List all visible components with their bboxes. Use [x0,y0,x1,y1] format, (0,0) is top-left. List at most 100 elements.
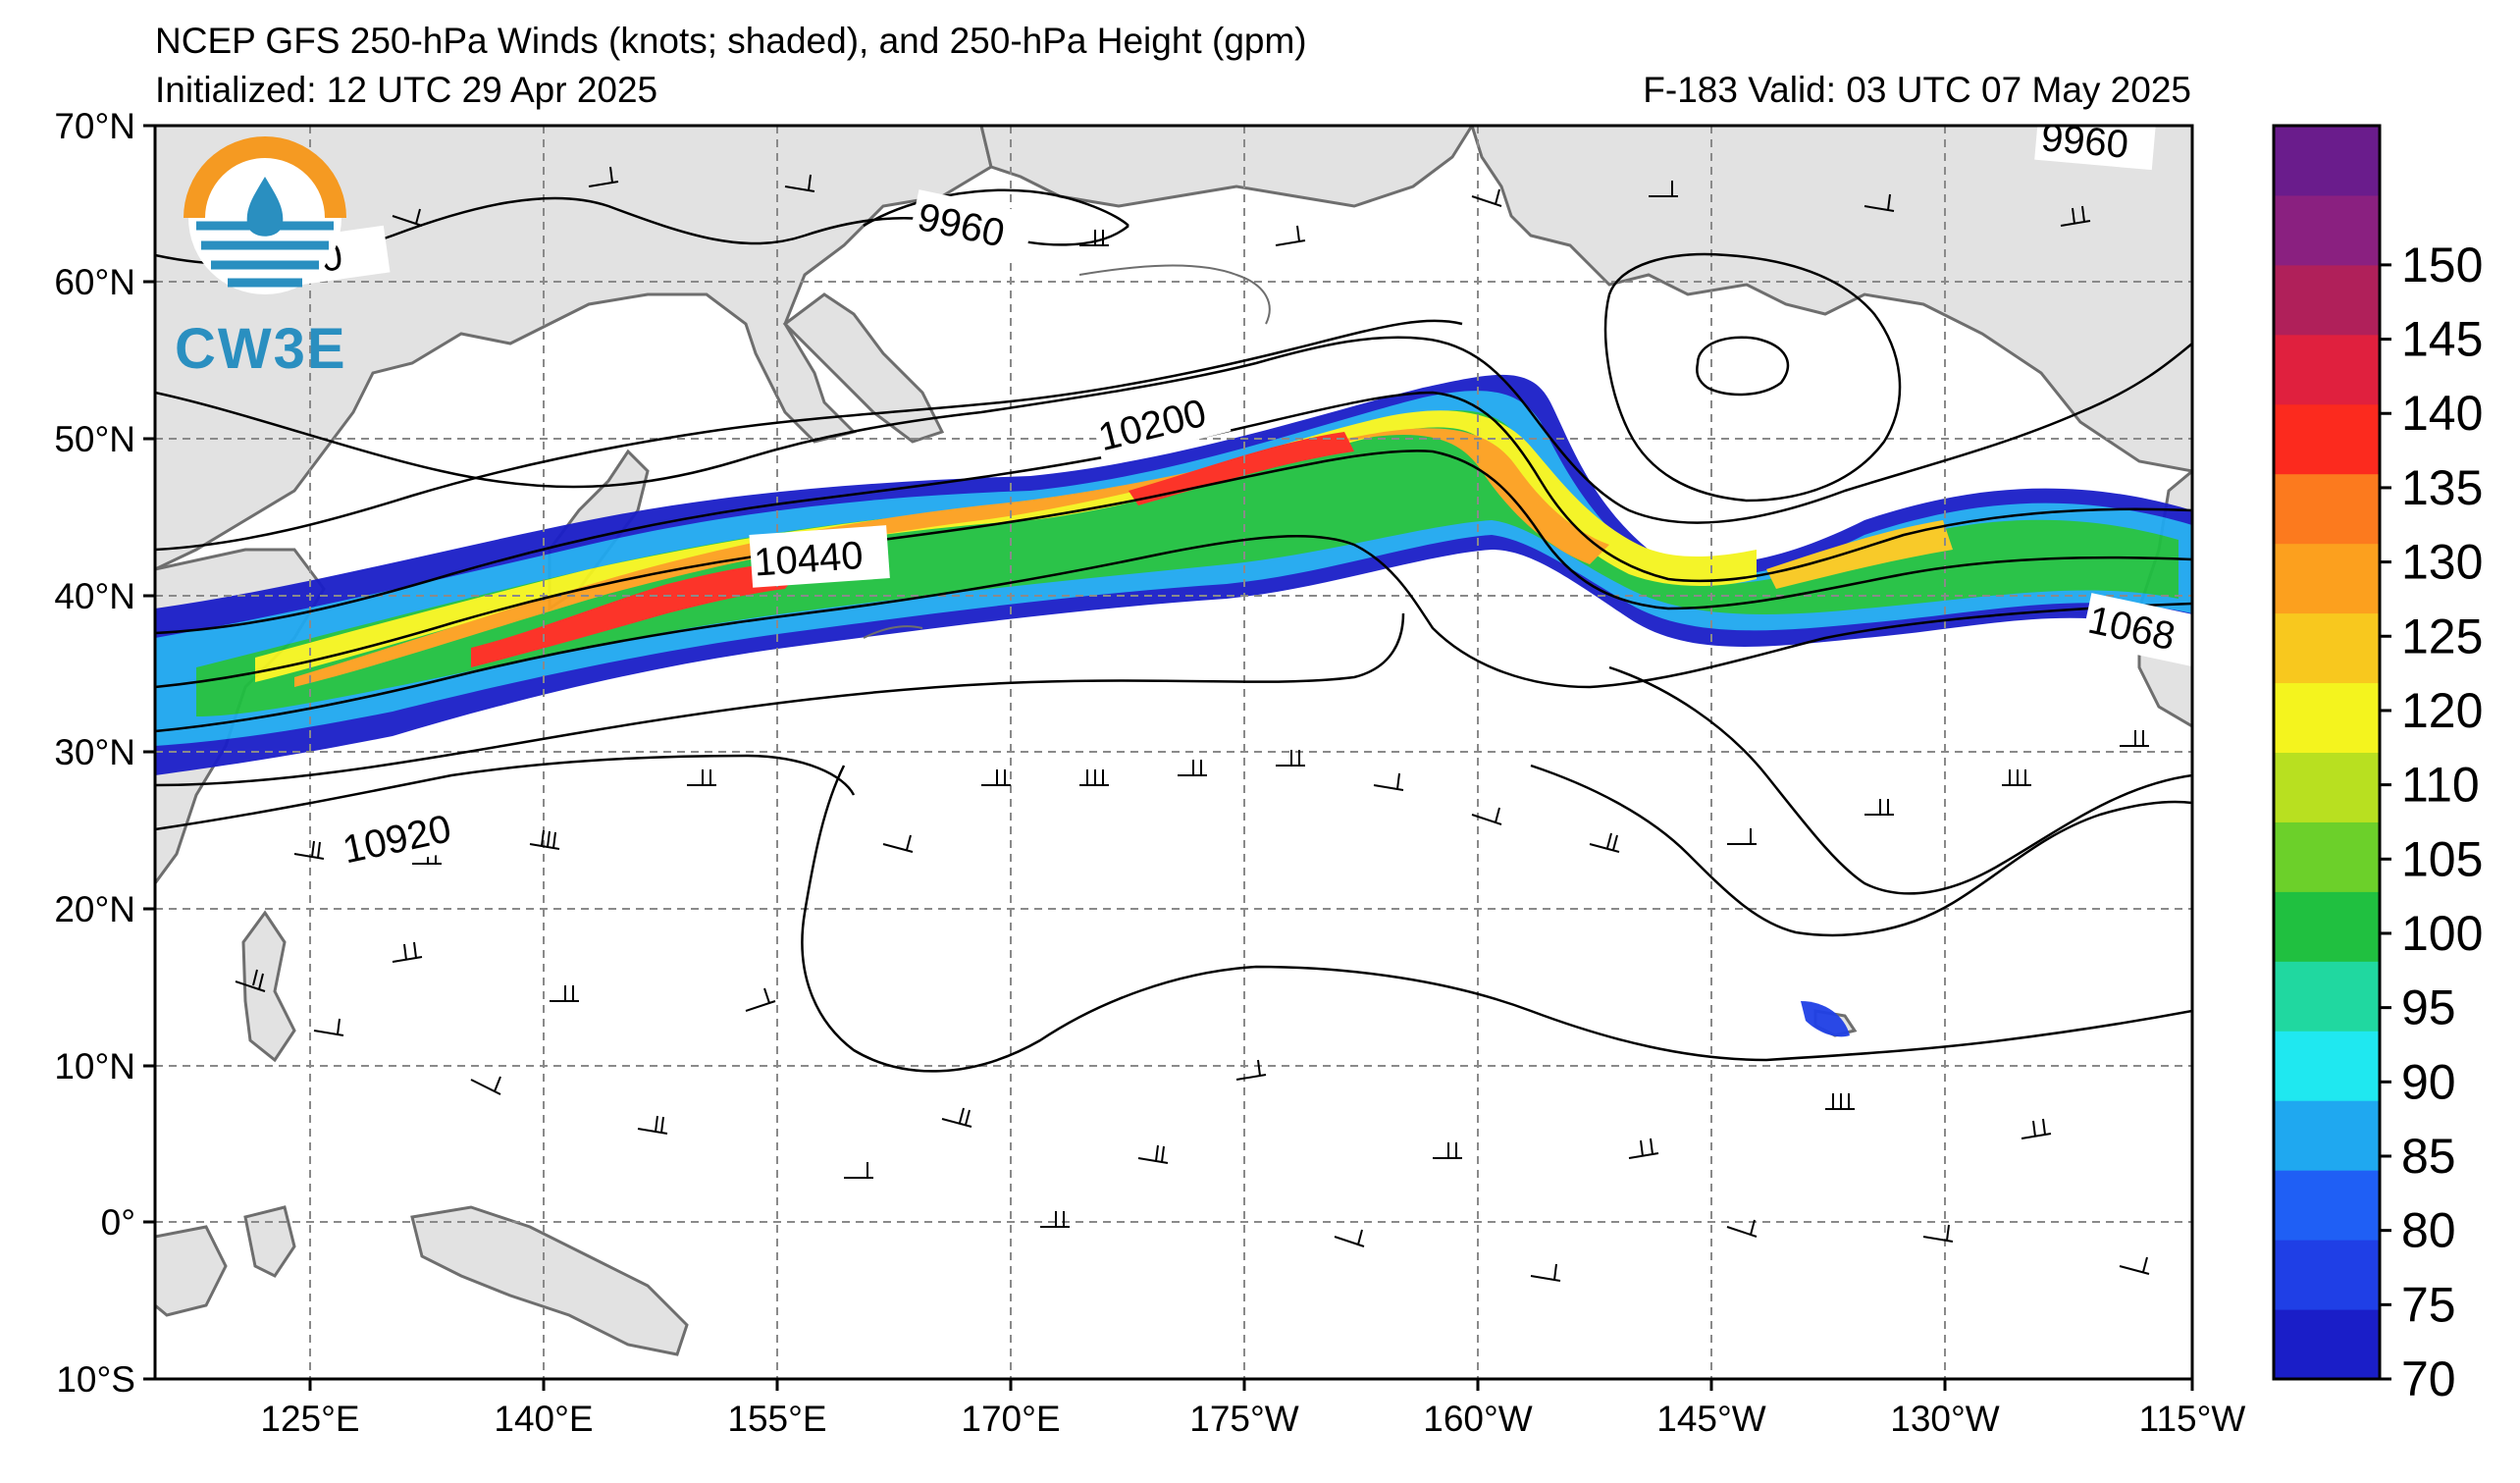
valid-time: F-183 Valid: 03 UTC 07 May 2025 [1643,70,2191,110]
map-title: NCEP GFS 250-hPa Winds (knots; shaded), … [155,21,1307,61]
colorbar-frame [2272,124,2382,1381]
wind-barb [1079,769,1109,786]
colorbar-swatch [2274,961,2380,1032]
colorbar-label: 100 [2401,906,2483,961]
lat-label: 60°N [54,262,135,302]
wind-barb [235,969,266,992]
lon-label: 145°W [1656,1399,1766,1439]
colorbar-swatch [2274,403,2380,475]
lat-axis: 70°N 60°N 50°N 40°N 30°N 20°N 10°N 0° 10… [54,106,155,1400]
wind-barb [588,166,619,187]
land-philippines [241,910,296,1063]
contour-10440 [155,319,1463,552]
contour-10200 [155,336,2192,524]
jet-band-100 [196,410,2179,716]
wind-barb [1649,181,1678,197]
lat-label: 40°N [54,576,135,616]
wind-barb [882,834,914,853]
wind-barb [637,1115,668,1135]
contour-loop-south [801,765,2192,1073]
wind-barbs [235,166,2150,1282]
wind-barb [1334,1229,1365,1247]
wind-barb [1727,828,1757,845]
colorbar-swatch [2274,1100,2380,1171]
wind-barb [1235,1059,1267,1081]
wind-barb [745,987,776,1012]
wind-barb [1373,772,1404,791]
lat-label: 10°S [56,1359,135,1400]
wind-barb [392,941,423,963]
land-alaska [1470,126,2192,473]
wind-barb [1589,832,1620,853]
contour-jet-a [155,391,2192,635]
wind-barb [1825,1093,1855,1110]
wind-barb [529,829,560,850]
wind-barb [1922,1224,1954,1243]
wind-barb [550,985,579,1002]
wind-barb [392,208,423,227]
contour-closed-low [1696,336,1790,397]
wind-barb [1178,760,1207,776]
jet-band-120-east [1766,520,1953,589]
jet-band-135 [471,562,805,667]
colorbar-label: 150 [2401,238,2483,292]
wind-barb [470,1076,501,1095]
contour-jet-b [155,450,2192,689]
colorbar-label: 120 [2401,683,2483,738]
lat-label: 30°N [54,732,135,772]
lat-label: 50°N [54,419,135,459]
contour-10920 [155,754,856,831]
logo-text: CW3E [175,317,347,381]
colorbar-label: 75 [2401,1277,2456,1332]
wind-shading [155,374,2192,1037]
wind-barb [1864,799,1894,816]
colorbar-label: 140 [2401,386,2483,441]
lat-label: 70°N [54,106,135,146]
contour-label: 10440 [753,534,865,585]
initialized-time: Initialized: 12 UTC 29 Apr 2025 [155,70,658,110]
lon-label: 130°W [1890,1399,2000,1439]
land-kamchatka [782,292,945,444]
jet-band-125 [294,428,1609,687]
wind-barb [687,769,716,786]
contour-jet-c [155,535,2192,733]
colorbar-label: 95 [2401,980,2456,1035]
wind-barb [1137,1144,1169,1164]
wind-barb [941,1107,972,1128]
colorbar-swatch [2274,821,2380,892]
colorbar-label: 125 [2401,609,2483,663]
wind-barb [1864,193,1895,212]
wind-barb [2021,1118,2052,1139]
colorbar-label: 145 [2401,312,2483,367]
colorbar-swatch [2274,682,2380,753]
wind-barb [1433,1142,1462,1159]
wind-barb [844,1162,873,1179]
wind-barb [981,769,1011,786]
lat-label: 10°N [54,1046,135,1086]
land-indonesia [155,1225,228,1317]
lon-label: 160°W [1423,1399,1533,1439]
wind-barb [1471,188,1502,207]
wind-barb [2119,1256,2150,1275]
colorbar-swatch [2274,543,2380,614]
lon-label: 155°E [727,1399,826,1439]
colorbar-label: 90 [2401,1054,2456,1109]
wind-barb [1275,225,1306,246]
jet-band-hawaii [1801,1001,1850,1037]
land-new-guinea [410,1205,689,1356]
lat-label: 0° [101,1202,135,1243]
coastlines [863,264,1271,639]
cw3e-logo: CW3E [175,136,347,381]
lon-label: 125°E [260,1399,359,1439]
lon-label: 140°E [494,1399,593,1439]
lon-label: 115°W [2139,1399,2246,1439]
lon-label: 170°E [961,1399,1060,1439]
colorbar-swatch [2274,194,2380,266]
contour-label: 9960 [2039,116,2129,167]
wind-barb [1040,1211,1070,1228]
contour-10680 [155,612,1405,787]
colorbar-swatch [2274,473,2380,545]
land-chukotka [979,126,1474,208]
colorbar-swatch [2274,1170,2380,1241]
colorbar-swatch [2274,264,2380,336]
